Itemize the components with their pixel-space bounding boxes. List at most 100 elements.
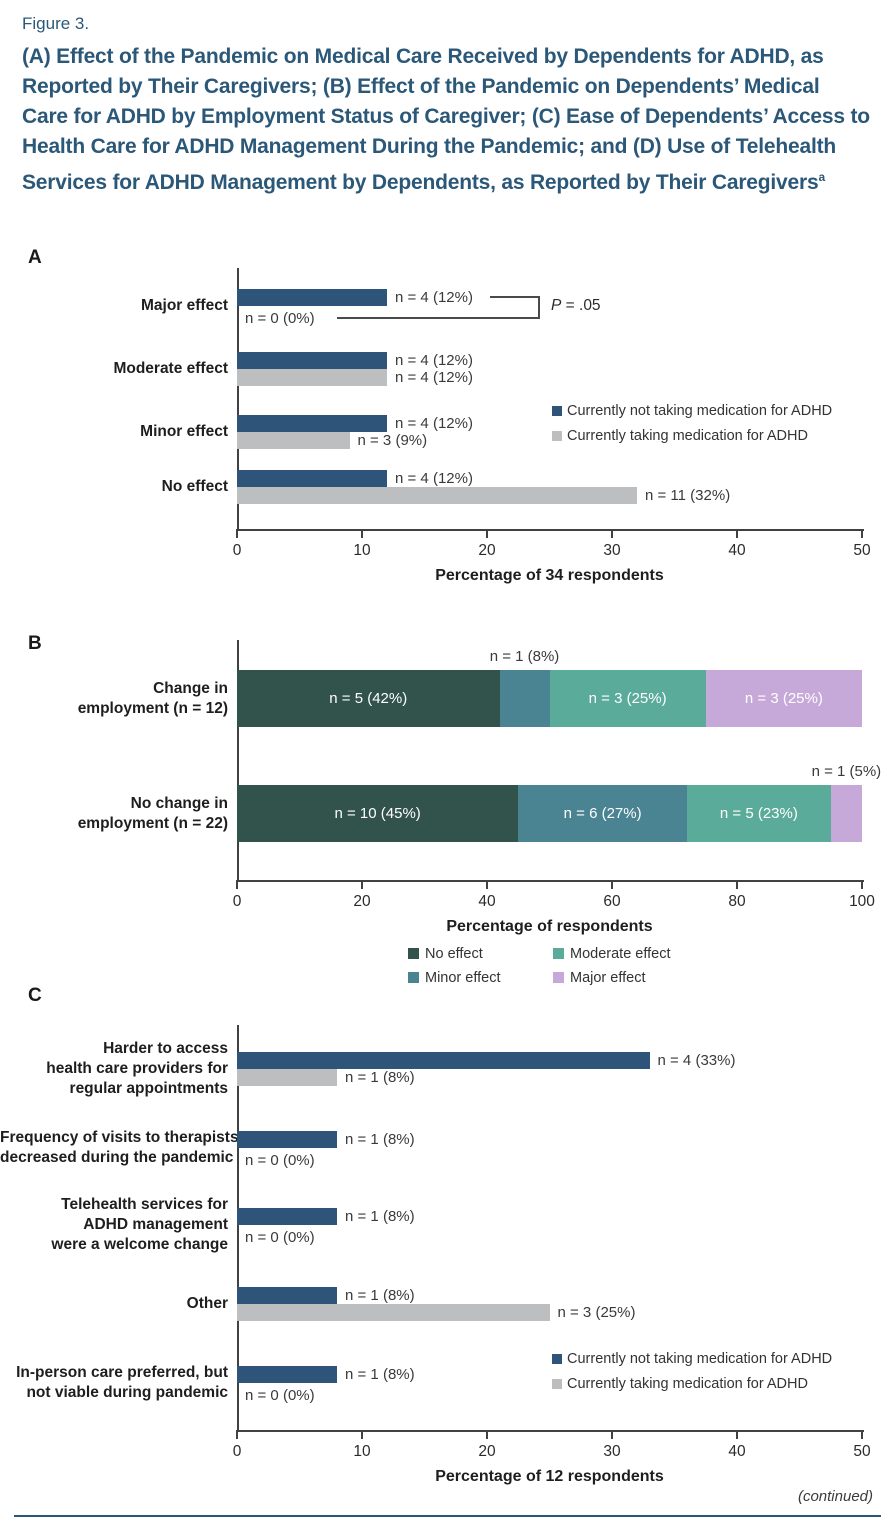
x-tick-label: 40: [728, 542, 746, 559]
x-tick-label: 40: [478, 893, 496, 910]
bar-value-label: n = 4 (12%): [395, 352, 473, 369]
x-tick-mark: [611, 529, 613, 538]
x-tick-label: 40: [728, 1443, 746, 1460]
legend-label: Currently taking medication for ADHD: [567, 1376, 808, 1392]
bar-not-taking-medication: [237, 1287, 337, 1304]
x-tick-label: 50: [853, 1443, 871, 1460]
x-tick-mark: [611, 1430, 613, 1439]
segment-label-above: n = 1 (5%): [811, 763, 882, 780]
segment-label-above: n = 1 (8%): [489, 648, 560, 665]
segment-label: n = 5 (23%): [719, 805, 798, 822]
x-tick-label: 0: [232, 893, 242, 910]
legend-label: Currently not taking medication for ADHD: [567, 1351, 833, 1367]
continued-note: (continued): [797, 1488, 873, 1505]
bar-value-label: n = 1 (8%): [345, 1208, 415, 1225]
panel-C: C 0 10 20 30 40 50 Percentage of 12 respondents…: [0, 980, 895, 1536]
legend-swatch-minor-effect: [408, 972, 419, 983]
panel-letter-A: A: [28, 247, 42, 268]
x-tick-label: 80: [728, 893, 746, 910]
x-tick-mark: [611, 880, 613, 889]
x-tick-label: 0: [232, 542, 242, 559]
stacked-segment-moderate-effect: [549, 670, 706, 727]
bar-not-taking-medication: [237, 1366, 337, 1383]
segment-label: n = 5 (42%): [329, 690, 408, 707]
bar-value-label: n = 1 (8%): [345, 1131, 415, 1148]
category-label: Harder to access health care providers fo…: [46, 1040, 228, 1097]
bar-value-label: n = 1 (8%): [345, 1069, 415, 1086]
x-axis-line: [237, 880, 864, 882]
x-tick-label: 0: [232, 1443, 242, 1460]
category-label: No change in employment (n = 22): [77, 794, 228, 832]
x-axis-line: [237, 1430, 864, 1432]
legend-swatch-not-taking: [552, 1354, 562, 1364]
stacked-segment-moderate-effect: [687, 785, 831, 842]
bar-value-label: n = 4 (12%): [395, 415, 473, 432]
bar-value-label: n = 3 (25%): [557, 1304, 636, 1321]
legend-label: Major effect: [570, 970, 646, 986]
pvalue-bracket-top: [490, 296, 540, 298]
panel-letter-B: B: [28, 633, 42, 654]
x-tick-label: 30: [603, 1443, 621, 1460]
bar-value-label: n = 1 (8%): [345, 1287, 415, 1304]
stacked-segment-minor-effect: [518, 785, 687, 842]
panel-B: B 0 20 40 60 80 100 Percentage of respondents Ch…: [0, 600, 895, 986]
figure-title: (A) Effect of the Pandemic on Medical Ca…: [22, 42, 870, 198]
panel-A: A 0 10 20 30 40 50 Percentage of 34 respondents…: [0, 240, 895, 600]
bar-value-label: n = 4 (33%): [657, 1052, 736, 1069]
bar-taking-medication: [237, 432, 350, 449]
x-tick-mark: [736, 529, 738, 538]
legend-label: Moderate effect: [570, 946, 671, 962]
legend-swatch-major-effect: [553, 972, 564, 983]
bar-not-taking-medication: [237, 289, 387, 306]
pvalue-annotation: P = .05: [551, 297, 601, 314]
category-label: Minor effect: [140, 423, 228, 440]
stacked-segment-no-effect: [237, 785, 519, 842]
legend-swatch-taking: [552, 1379, 562, 1389]
stacked-segment-no-effect: [237, 670, 500, 727]
bar-value-label: n = 4 (12%): [395, 470, 473, 487]
x-tick-label: 20: [478, 542, 496, 559]
category-label: Change in employment (n = 12): [77, 679, 228, 717]
x-tick-mark: [361, 880, 363, 889]
legend-swatch-not-taking: [552, 406, 562, 416]
x-axis-title: Percentage of 34 respondents: [435, 567, 664, 584]
x-tick-label: 10: [353, 542, 371, 559]
x-tick-mark: [236, 1430, 238, 1439]
stacked-segment-major-effect: [830, 785, 862, 842]
stacked-segment-minor-effect: [499, 670, 550, 727]
bar-value-label-zero: n = 0 (0%): [245, 310, 315, 327]
category-label: Other: [186, 1295, 228, 1312]
bar-value-label-zero: n = 0 (0%): [245, 1387, 315, 1404]
figure-label: Figure 3.: [22, 14, 90, 33]
bar-value-label-zero: n = 0 (0%): [245, 1152, 315, 1169]
category-label: In-person care preferred, but not viable …: [16, 1364, 228, 1401]
x-tick-mark: [486, 1430, 488, 1439]
bar-taking-medication: [237, 1304, 550, 1321]
y-axis-line: [237, 268, 239, 529]
legend-swatch-taking: [552, 431, 562, 441]
bar-not-taking-medication: [237, 1052, 650, 1069]
title-superscript: a: [818, 170, 825, 184]
bar-not-taking-medication: [237, 352, 387, 369]
bar-value-label: n = 1 (8%): [345, 1366, 415, 1383]
legend-label: No effect: [425, 946, 483, 962]
segment-label: n = 10 (45%): [334, 805, 421, 822]
bar-taking-medication: [237, 1069, 337, 1086]
category-label: No effect: [161, 478, 228, 495]
x-tick-mark: [736, 1430, 738, 1439]
x-tick-label: 20: [353, 893, 371, 910]
panel-letter-C: C: [28, 985, 42, 1006]
x-tick-mark: [486, 529, 488, 538]
x-tick-mark: [361, 529, 363, 538]
legend-label: Minor effect: [425, 970, 501, 986]
x-tick-mark: [361, 1430, 363, 1439]
figure-title-text: (A) Effect of the Pandemic on Medical Ca…: [22, 45, 870, 194]
legend-label: Currently taking medication for ADHD: [567, 428, 808, 444]
x-tick-label: 30: [603, 542, 621, 559]
x-tick-mark: [486, 880, 488, 889]
y-axis-line: [237, 1025, 239, 1430]
bar-not-taking-medication: [237, 470, 387, 487]
segment-label: n = 3 (25%): [744, 690, 823, 707]
x-tick-mark: [736, 880, 738, 889]
pvalue-bracket-bottom: [337, 317, 540, 319]
